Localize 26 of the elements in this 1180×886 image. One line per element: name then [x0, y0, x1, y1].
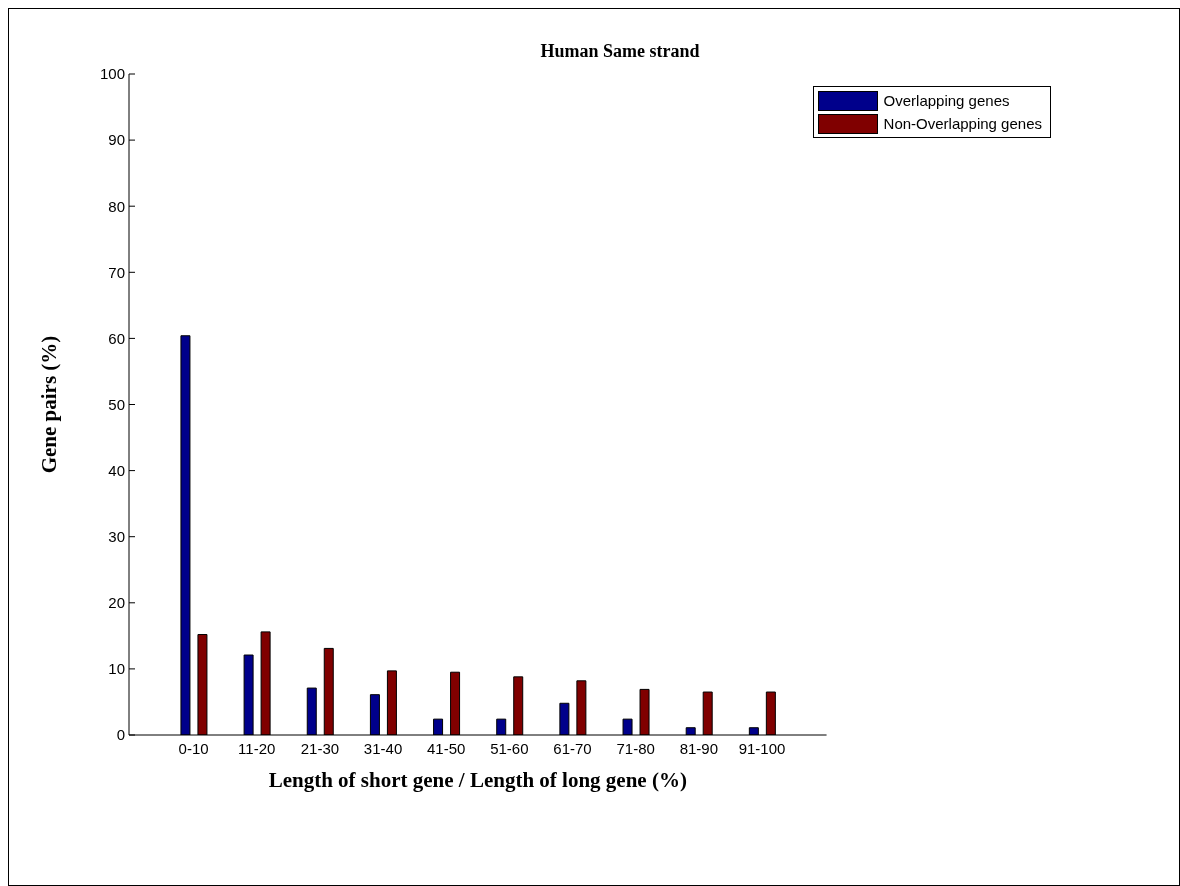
x-tick-label: 91-100 — [738, 739, 786, 757]
y-tick-label: 0 — [116, 726, 125, 744]
x-tick-label: 11-20 — [238, 739, 276, 757]
x-tick-label: 51-60 — [490, 739, 529, 757]
y-tick-label: 10 — [108, 660, 125, 678]
x-tick-label: 31-40 — [363, 739, 403, 757]
y-tick-label: 20 — [108, 594, 125, 612]
y-tick-label: 70 — [108, 263, 125, 281]
y-tick-label: 90 — [108, 131, 125, 149]
y-tick-label: 60 — [108, 329, 125, 347]
y-tick-label: 40 — [108, 461, 125, 479]
x-tick-label: 41-50 — [427, 739, 466, 757]
x-tick-label: 61-70 — [553, 739, 592, 757]
x-tick-label: 0-10 — [178, 739, 209, 757]
y-tick-label: 100 — [99, 65, 125, 83]
y-tick-label: 80 — [108, 197, 125, 215]
chart-title: Human Same strand — [540, 41, 700, 61]
y-tick-label: 50 — [108, 395, 125, 413]
x-axis-title: Length of short gene / Length of long gene (%) — [268, 768, 687, 792]
legend-label: Overlapping genes — [883, 92, 1010, 109]
x-tick-label: 71-80 — [616, 739, 655, 757]
x-tick-label: 21-30 — [300, 739, 340, 757]
legend-label: Non-Overlapping genes — [883, 115, 1042, 132]
x-tick-label: 81-90 — [679, 739, 719, 757]
y-axis-title: Gene pairs (%) — [37, 335, 62, 474]
y-tick-label: 30 — [108, 528, 125, 546]
